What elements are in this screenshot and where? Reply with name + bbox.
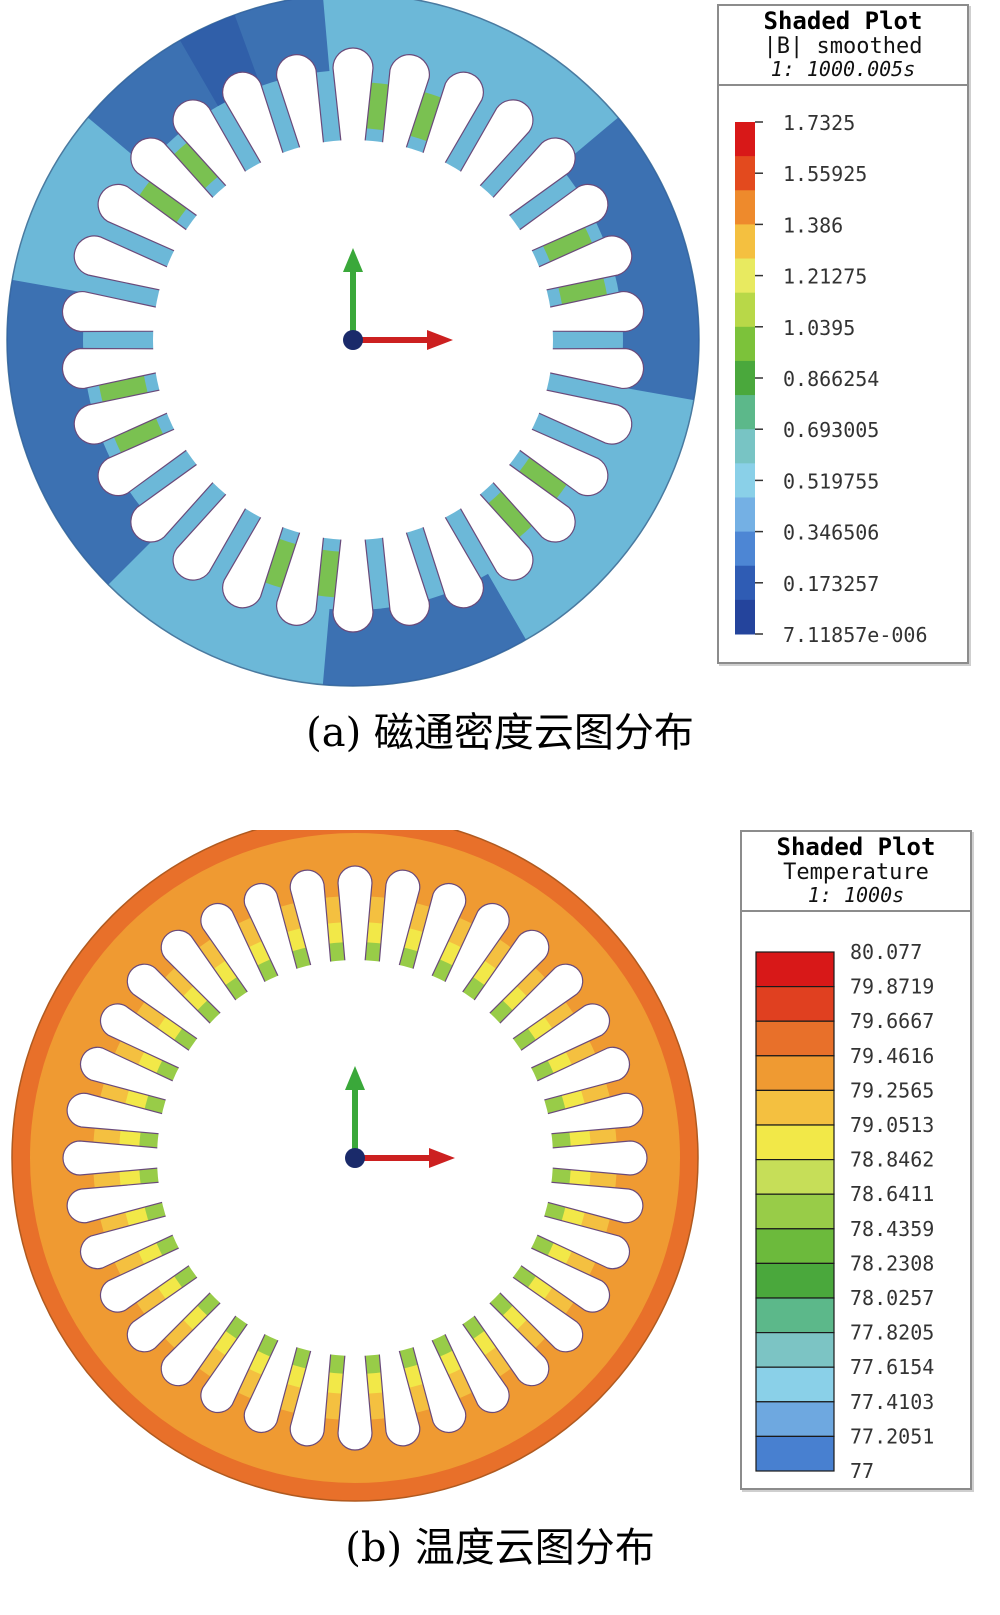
legend-value: 77.8205	[850, 1321, 934, 1345]
panel-flux-density: Shaded Plot |B| smoothed 1: 1000.005s 1.…	[0, 0, 1000, 800]
legend-value: 0.346506	[783, 521, 879, 545]
legend-swatch	[735, 224, 755, 260]
legend-value: 1.21275	[783, 265, 867, 289]
legend-value: 77.6154	[850, 1355, 934, 1379]
legend-value: 78.8462	[850, 1148, 934, 1172]
legend-title: Shaded Plot	[763, 7, 923, 35]
legend-swatch	[735, 395, 755, 430]
temperature-legend: Shaded Plot Temperature 1: 1000s 80.077 7…	[740, 830, 972, 1490]
legend-value: 79.2565	[850, 1078, 934, 1102]
legend-value: 78.0257	[850, 1286, 934, 1310]
legend-swatch	[755, 951, 835, 988]
legend-swatch	[735, 463, 755, 498]
panel-temperature: Shaded Plot Temperature 1: 1000s 80.077 7…	[0, 830, 1000, 1615]
coordinate-axes-icon	[345, 1066, 455, 1168]
legend-quantity: |B| smoothed	[763, 33, 923, 59]
legend-value: 1.386	[783, 213, 843, 237]
legend-swatch	[735, 326, 755, 362]
flux-density-contour-plot	[6, 0, 700, 687]
legend-value: 1.7325	[783, 111, 855, 135]
legend-value: 78.6411	[850, 1182, 934, 1206]
legend-value: 77.4103	[850, 1390, 934, 1414]
legend-swatch	[755, 1366, 835, 1403]
legend-value: 77	[850, 1459, 874, 1482]
legend-time: 1: 1000s	[807, 882, 905, 907]
legend-value: 79.0513	[850, 1113, 934, 1137]
legend-swatch	[755, 1435, 835, 1472]
legend-swatch	[755, 1297, 835, 1334]
legend-swatch	[755, 1159, 835, 1195]
legend-swatch	[755, 1089, 835, 1126]
legend-swatch	[755, 1193, 835, 1230]
legend-swatch	[735, 565, 755, 601]
legend-swatch	[755, 985, 835, 1022]
legend-swatch	[735, 599, 755, 635]
caption-b: (b) 温度云图分布	[345, 1525, 655, 1571]
legend-value: 79.6667	[850, 1009, 934, 1033]
legend-swatch	[735, 360, 755, 396]
legend-swatch	[755, 1124, 835, 1161]
legend-time: 1: 1000.005s	[770, 56, 916, 81]
flux-density-legend: Shaded Plot |B| smoothed 1: 1000.005s 1.…	[717, 4, 969, 664]
legend-swatch	[755, 1332, 835, 1368]
legend-swatch	[735, 531, 755, 567]
legend-value: 79.8719	[850, 975, 934, 999]
temperature-contour-plot	[11, 830, 699, 1502]
legend-swatch	[755, 1401, 835, 1437]
legend-swatch	[755, 1020, 835, 1057]
legend-title: Shaded Plot	[776, 833, 936, 861]
legend-value: 7.11857e-006	[783, 623, 928, 647]
legend-header: Shaded Plot |B| smoothed 1: 1000.005s	[719, 6, 967, 87]
legend-value: 78.4359	[850, 1217, 934, 1241]
legend-swatch	[755, 1262, 835, 1299]
legend-swatch	[735, 190, 755, 225]
coordinate-axes-icon	[343, 248, 453, 350]
legend-swatch	[735, 429, 755, 464]
legend-value: 78.2308	[850, 1251, 934, 1275]
legend-value: 0.693005	[783, 418, 879, 442]
caption-a: (a) 磁通密度云图分布	[306, 710, 694, 756]
legend-value: 0.519755	[783, 469, 879, 493]
legend-value: 0.866254	[783, 367, 879, 391]
legend-swatch	[735, 292, 755, 328]
legend-value: 79.4616	[850, 1044, 934, 1068]
legend-header: Shaded Plot Temperature 1: 1000s	[742, 832, 970, 913]
legend-color-scale: 1.7325 1.55925 1.386 1.21275 1.0395 0.866254 0…	[735, 111, 928, 647]
legend-color-scale: 80.077 79.8719 79.6667 79.4616 79.2565 79.051…	[755, 940, 934, 1482]
legend-swatch	[735, 497, 755, 533]
legend-value: 0.173257	[783, 572, 879, 596]
legend-swatch	[735, 156, 755, 191]
legend-swatch	[735, 258, 755, 294]
legend-swatch	[755, 1055, 835, 1092]
legend-quantity: Temperature	[783, 859, 929, 885]
stator-slots	[62, 865, 648, 1451]
legend-value: 1.55925	[783, 162, 867, 186]
legend-swatch	[755, 1228, 835, 1264]
legend-swatch	[735, 122, 755, 157]
legend-value: 80.077	[850, 940, 922, 964]
legend-value: 1.0395	[783, 316, 855, 340]
stator-slots	[61, 47, 645, 633]
legend-value: 77.2051	[850, 1424, 934, 1448]
